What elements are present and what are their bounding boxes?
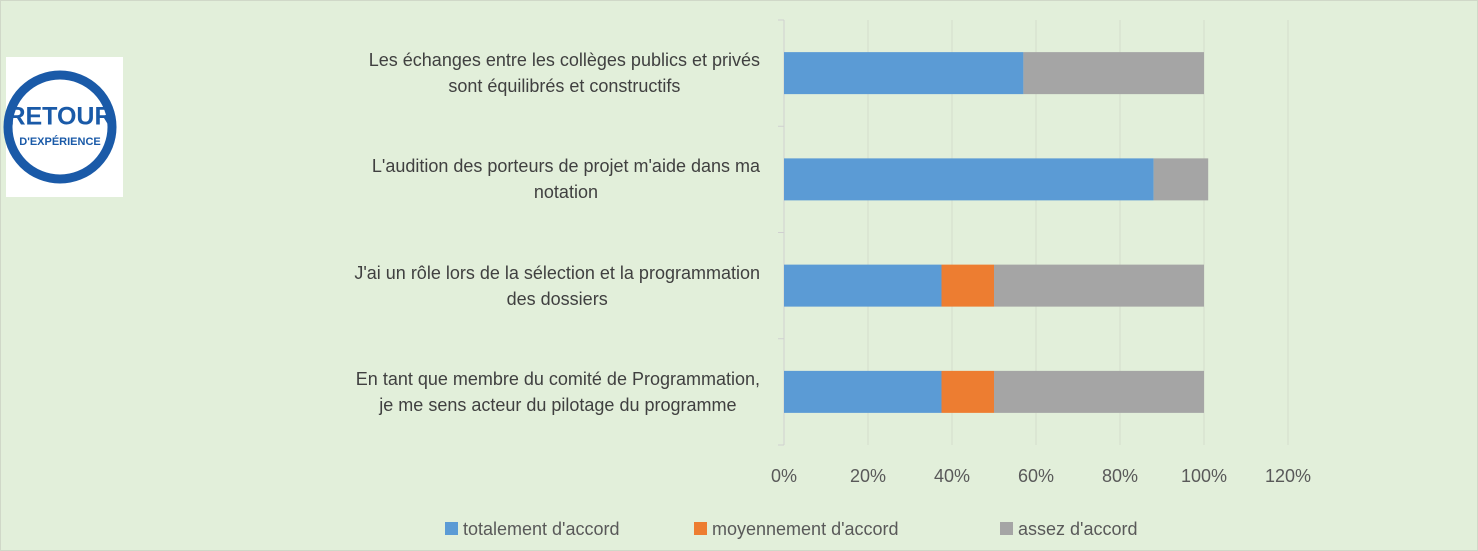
legend-swatch [694, 522, 707, 535]
logo-text: RETOUR [7, 103, 112, 131]
bar-segment [941, 370, 994, 413]
legend-label: assez d'accord [1018, 519, 1138, 539]
legend-label: moyennement d'accord [712, 519, 899, 539]
bar-segment [784, 158, 1154, 201]
bar-segment [784, 52, 1024, 95]
logo-ring [3, 70, 117, 184]
logo-text: D'EXPÉRIENCE [19, 135, 100, 148]
logo-box [6, 57, 123, 197]
legend-swatch [445, 522, 458, 535]
bar-segment [784, 370, 942, 413]
x-tick-label: 60% [1018, 466, 1054, 486]
x-tick-label: 20% [850, 466, 886, 486]
bar-segment [784, 264, 942, 307]
bar-segment [1023, 52, 1204, 95]
x-tick-label: 100% [1181, 466, 1227, 486]
x-tick-label: 40% [934, 466, 970, 486]
x-tick-label: 120% [1265, 466, 1311, 486]
y-tick-label: L'audition des porteurs de projet m'aide… [371, 156, 760, 203]
x-tick-label: 0% [771, 466, 797, 486]
bar-segment [994, 370, 1204, 413]
y-tick-label: En tant que membre du comité de Programm… [355, 368, 760, 415]
legend-label: totalement d'accord [463, 519, 620, 539]
x-tick-label: 80% [1102, 466, 1138, 486]
bar-segment [994, 264, 1204, 307]
y-tick-label: Les échanges entre les collèges publics … [368, 50, 760, 97]
legend-swatch [1000, 522, 1013, 535]
bar-segment [941, 264, 994, 307]
y-tick-label: J'ai un rôle lors de la sélection et la … [354, 262, 760, 309]
bar-segment [1153, 158, 1209, 201]
